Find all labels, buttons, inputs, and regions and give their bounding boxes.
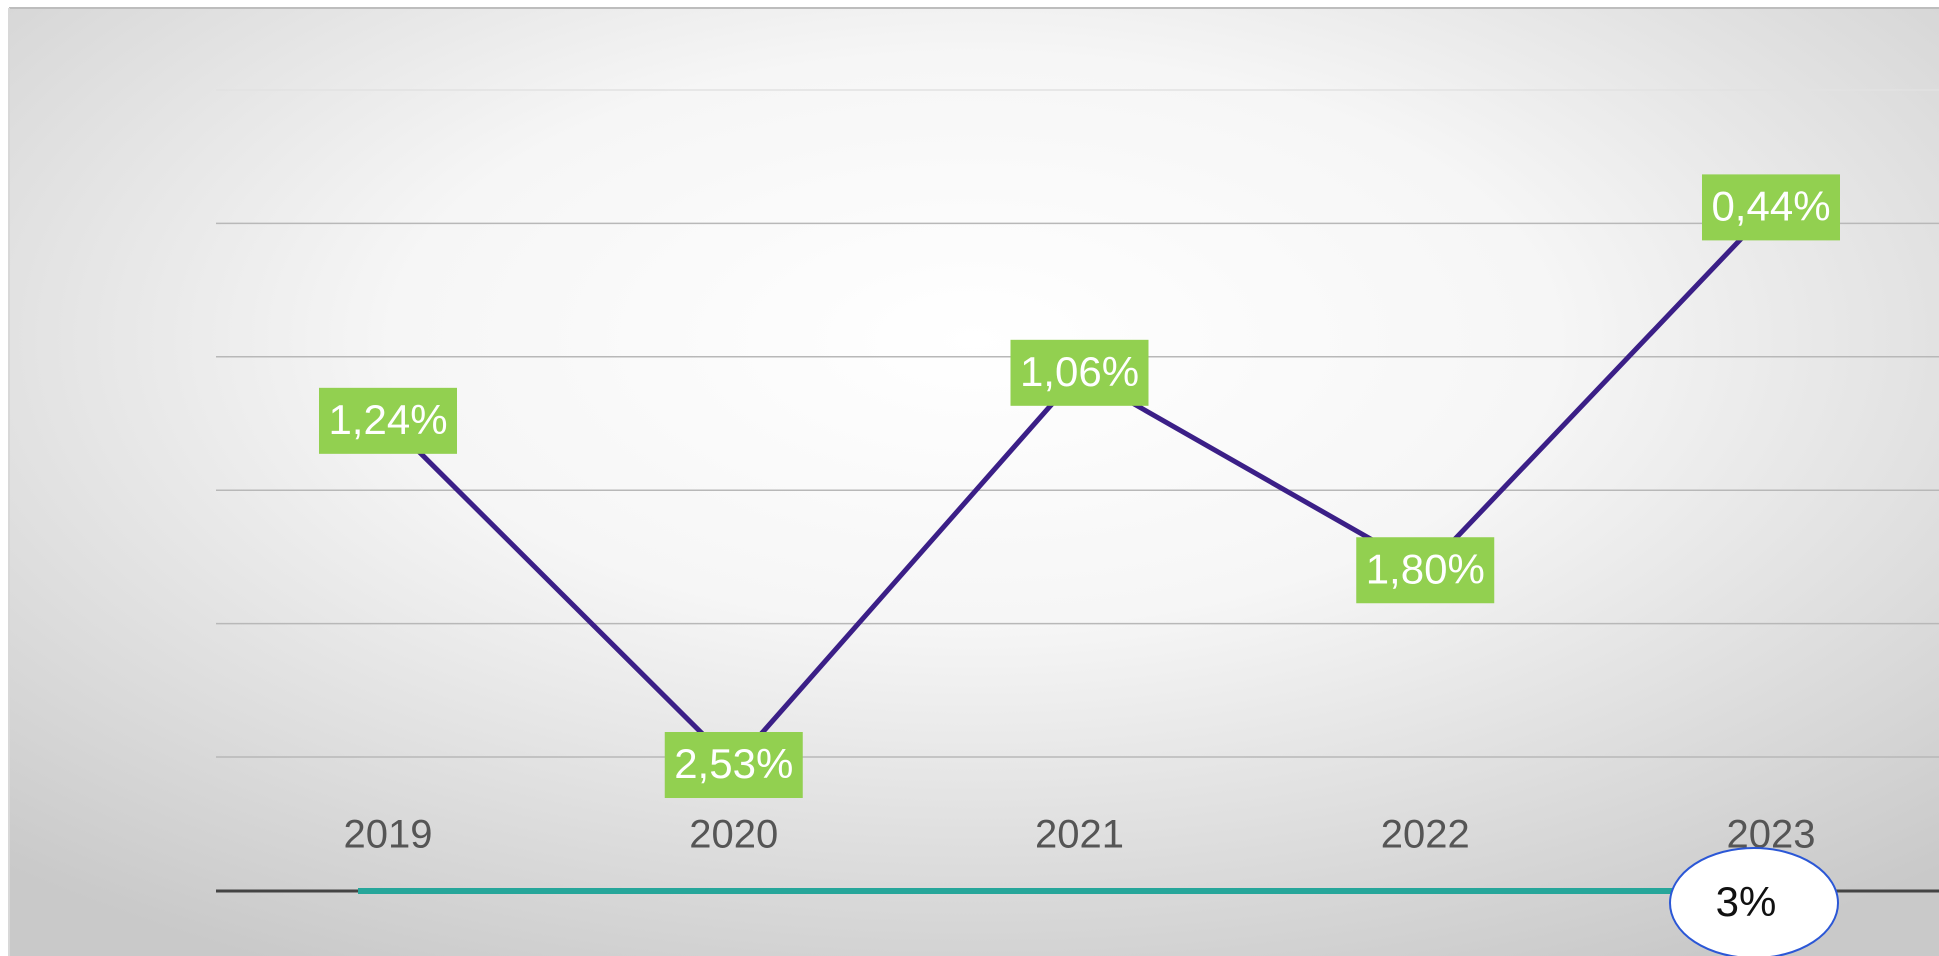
data-label-box	[1702, 174, 1840, 241]
badge	[1669, 847, 1839, 956]
x-tick-label: 2020	[689, 813, 778, 857]
badge-text: 3%	[1716, 878, 1777, 925]
data-label: 0,44%	[1711, 182, 1830, 229]
x-tick-label: 2019	[344, 813, 433, 857]
data-label: 1,06%	[1020, 348, 1139, 395]
data-label-box	[1356, 537, 1495, 604]
x-tick-label: 2021	[1035, 813, 1124, 857]
data-label: 1,24%	[328, 396, 447, 443]
data-label-box	[664, 732, 803, 799]
data-label-box	[319, 387, 457, 454]
background	[9, 8, 1939, 956]
data-label-box	[1010, 339, 1149, 406]
x-tick-label: 2022	[1381, 813, 1470, 857]
data-label: 2,53%	[674, 740, 793, 787]
data-label: 1,80%	[1366, 545, 1485, 592]
